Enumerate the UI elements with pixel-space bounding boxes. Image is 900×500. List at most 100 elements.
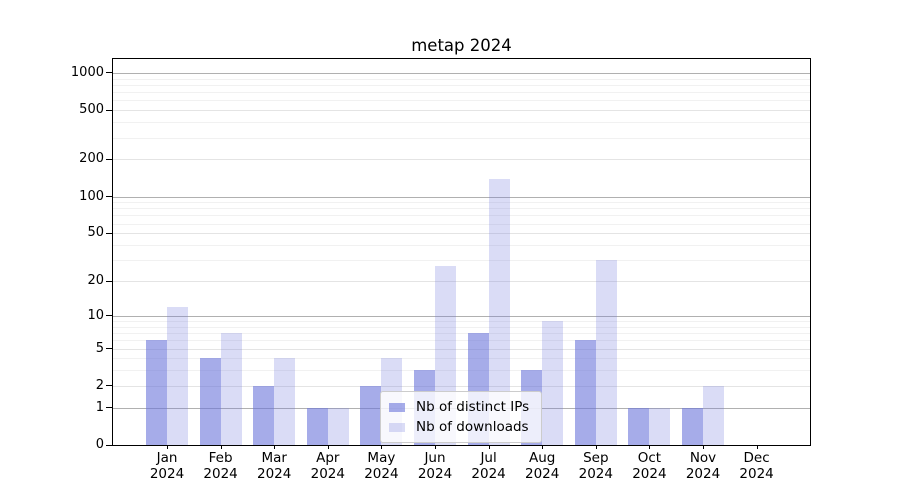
gridline xyxy=(113,315,810,317)
gridline xyxy=(113,348,810,350)
bar-distinct-ips-oct xyxy=(628,407,650,445)
gridline-minor xyxy=(113,202,810,204)
y-tick-label: 10 xyxy=(87,307,104,323)
y-tick-label: 500 xyxy=(79,102,104,118)
x-tick-mark xyxy=(756,445,758,449)
x-tick-mark xyxy=(488,445,490,449)
bar-distinct-ips-feb xyxy=(199,358,221,445)
gridline-minor xyxy=(113,358,810,360)
bar-distinct-ips-apr xyxy=(306,407,328,445)
y-tick-mark xyxy=(106,444,112,446)
y-tick-mark xyxy=(106,72,112,74)
plot-area xyxy=(112,58,811,446)
gridline-minor xyxy=(113,208,810,210)
gridline xyxy=(113,159,810,161)
gridline-minor xyxy=(113,321,810,322)
bar-downloads-sep xyxy=(595,260,617,445)
y-tick-mark xyxy=(106,232,112,234)
y-tick-mark xyxy=(106,385,112,387)
x-tick-label-line: 2024 xyxy=(739,465,774,482)
x-tick-label-line: May xyxy=(367,450,396,466)
y-tick-label: 0 xyxy=(95,437,104,452)
x-tick-label-line: 2024 xyxy=(417,465,453,482)
bar-distinct-ips-jan xyxy=(146,340,167,445)
bar-downloads-feb xyxy=(220,333,242,445)
gridline xyxy=(113,233,810,235)
bar-distinct-ips-sep xyxy=(574,340,596,445)
bar-downloads-oct xyxy=(649,407,671,445)
x-tick-label-line: Sep xyxy=(583,450,609,466)
x-tick-label: Jun 2024 xyxy=(405,450,465,482)
bar-downloads-apr xyxy=(327,407,349,445)
x-tick-label-line: Jul xyxy=(480,450,497,466)
x-tick-label: May 2024 xyxy=(351,450,411,482)
x-tick-label-line: Feb xyxy=(208,450,233,466)
y-tick-label: 200 xyxy=(79,151,104,167)
gridline xyxy=(113,72,810,74)
x-tick-label-line: 2024 xyxy=(149,465,185,482)
gridline-minor xyxy=(113,92,810,94)
gridline-minor xyxy=(113,223,810,225)
x-tick-label-line: 2024 xyxy=(310,465,345,482)
chart-title: metap 2024 xyxy=(411,36,512,55)
x-tick-label: Oct 2024 xyxy=(619,450,679,482)
x-tick-label-line: Aug xyxy=(529,450,556,466)
x-tick-label: Dec 2024 xyxy=(727,450,787,482)
y-tick-label: 20 xyxy=(87,273,104,288)
gridline-minor xyxy=(113,137,810,139)
gridline-minor xyxy=(113,78,810,80)
x-tick-label: Nov 2024 xyxy=(673,450,733,482)
x-tick-label-line: Mar xyxy=(261,450,287,466)
x-tick-label-line: 2024 xyxy=(632,465,667,482)
x-tick-label-line: Nov xyxy=(689,450,717,466)
y-tick-label: 5 xyxy=(95,340,104,356)
legend-item-distinct-ips: Nb of distinct IPs xyxy=(389,397,529,417)
bar-downloads-mar xyxy=(274,358,296,445)
legend-swatch-downloads xyxy=(389,422,405,432)
gridline-minor xyxy=(113,326,810,328)
x-tick-label-line: 2024 xyxy=(203,465,238,482)
bar-downloads-jan xyxy=(167,306,188,445)
x-tick-label-line: 2024 xyxy=(471,465,506,482)
gridline xyxy=(113,385,810,387)
x-tick-mark xyxy=(435,445,436,449)
gridline xyxy=(113,281,810,282)
y-tick-mark xyxy=(106,315,112,317)
y-tick-mark xyxy=(106,158,112,160)
x-tick-mark xyxy=(542,445,544,449)
y-tick-label: 50 xyxy=(87,225,104,241)
legend-swatch-distinct-ips xyxy=(389,402,405,412)
x-tick-mark xyxy=(167,445,168,449)
gridline-minor xyxy=(113,122,810,124)
gridline xyxy=(113,110,810,112)
bar-downloads-jul xyxy=(488,178,510,445)
y-tick-mark xyxy=(106,407,112,409)
x-tick-label: Jul 2024 xyxy=(459,450,519,482)
gridline-minor xyxy=(113,340,810,342)
x-tick-mark xyxy=(327,445,329,449)
x-tick-label-line: Jan xyxy=(156,450,178,466)
bar-distinct-ips-mar xyxy=(253,385,275,445)
y-tick-label: 2 xyxy=(95,377,104,393)
x-tick-mark xyxy=(649,445,651,449)
legend-label-downloads: Nb of downloads xyxy=(416,419,529,435)
gridline-minor xyxy=(113,260,810,262)
bar-downloads-aug xyxy=(542,321,564,445)
y-tick-mark xyxy=(106,348,112,349)
x-tick-label-line: 2024 xyxy=(578,465,613,482)
legend-item-downloads: Nb of downloads xyxy=(389,417,529,437)
x-tick-label-line: 2024 xyxy=(257,465,292,482)
legend-label-distinct-ips: Nb of distinct IPs xyxy=(416,399,530,415)
x-tick-mark xyxy=(381,445,383,449)
bar-distinct-ips-nov xyxy=(682,407,703,445)
x-tick-label-line: Jun xyxy=(424,450,446,466)
x-tick-label-line: 2024 xyxy=(364,465,399,482)
legend: Nb of distinct IPs Nb of downloads xyxy=(380,391,543,443)
y-tick-mark xyxy=(106,109,112,111)
x-tick-label: Jan 2024 xyxy=(137,450,197,482)
x-tick-label: Sep 2024 xyxy=(566,450,626,482)
x-tick-label-line: 2024 xyxy=(525,465,560,482)
bar-distinct-ips-may xyxy=(360,385,382,445)
gridline xyxy=(113,196,810,198)
